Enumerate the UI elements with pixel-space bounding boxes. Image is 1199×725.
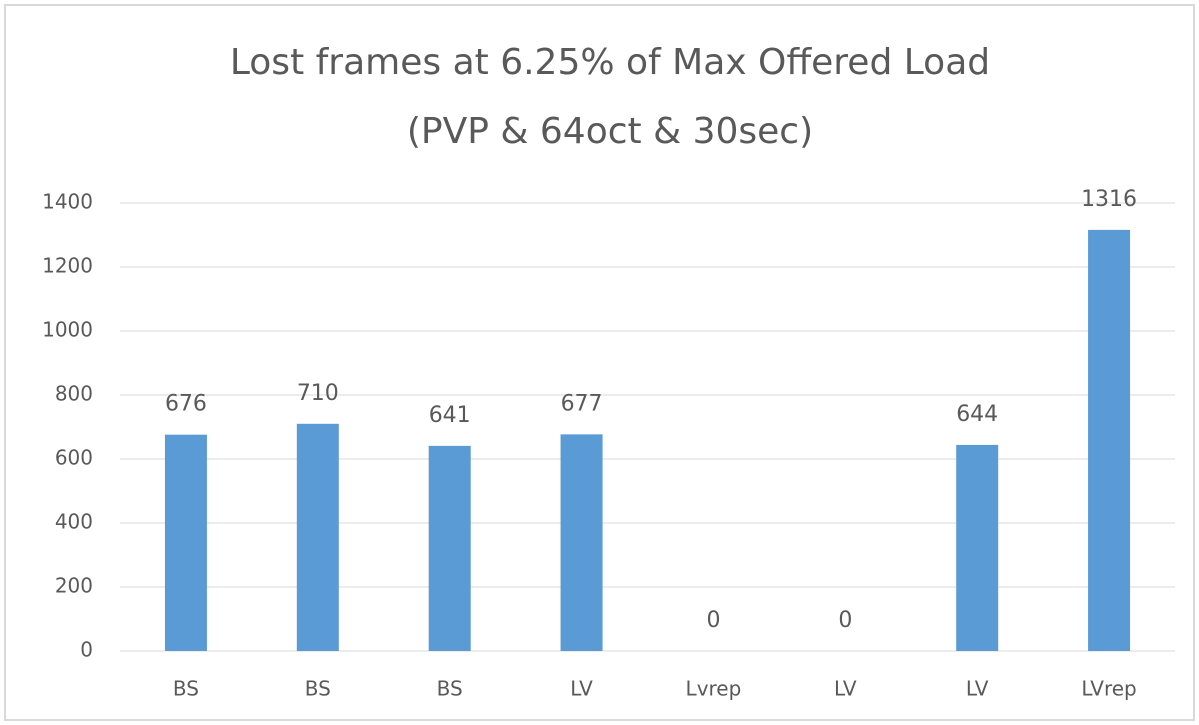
y-tick-label: 400 xyxy=(55,510,93,534)
x-tick-label: BS xyxy=(305,677,331,701)
x-tick-label: LV xyxy=(834,677,857,701)
bar xyxy=(1088,229,1131,651)
bar xyxy=(164,434,207,651)
data-label: 710 xyxy=(297,381,339,406)
x-tick-label: BS xyxy=(173,677,199,701)
data-label: 1316 xyxy=(1081,187,1137,212)
x-tick-label: Lvrep xyxy=(686,677,742,701)
bar xyxy=(296,423,339,651)
x-tick-label: LVrep xyxy=(1081,677,1136,701)
y-tick-label: 800 xyxy=(55,382,93,406)
y-tick-label: 1200 xyxy=(42,254,93,278)
y-tick-label: 200 xyxy=(55,574,93,598)
bar xyxy=(428,445,471,651)
chart-title: Lost frames at 6.25% of Max Offered Load xyxy=(230,42,990,83)
chart-title: (PVP & 64oct & 30sec) xyxy=(407,111,813,152)
data-label: 676 xyxy=(165,392,207,417)
data-label: 677 xyxy=(561,391,603,416)
y-tick-label: 600 xyxy=(55,446,93,470)
y-tick-label: 0 xyxy=(80,638,93,662)
x-tick-label: LV xyxy=(966,677,989,701)
x-tick-label: BS xyxy=(437,677,463,701)
bar xyxy=(560,434,603,651)
bar xyxy=(956,444,999,651)
y-tick-label: 1400 xyxy=(42,190,93,214)
data-label: 0 xyxy=(838,608,852,633)
y-tick-label: 1000 xyxy=(42,318,93,342)
data-label: 644 xyxy=(956,402,998,427)
x-tick-label: LV xyxy=(570,677,593,701)
data-label: 0 xyxy=(706,608,720,633)
data-label: 641 xyxy=(429,403,471,428)
